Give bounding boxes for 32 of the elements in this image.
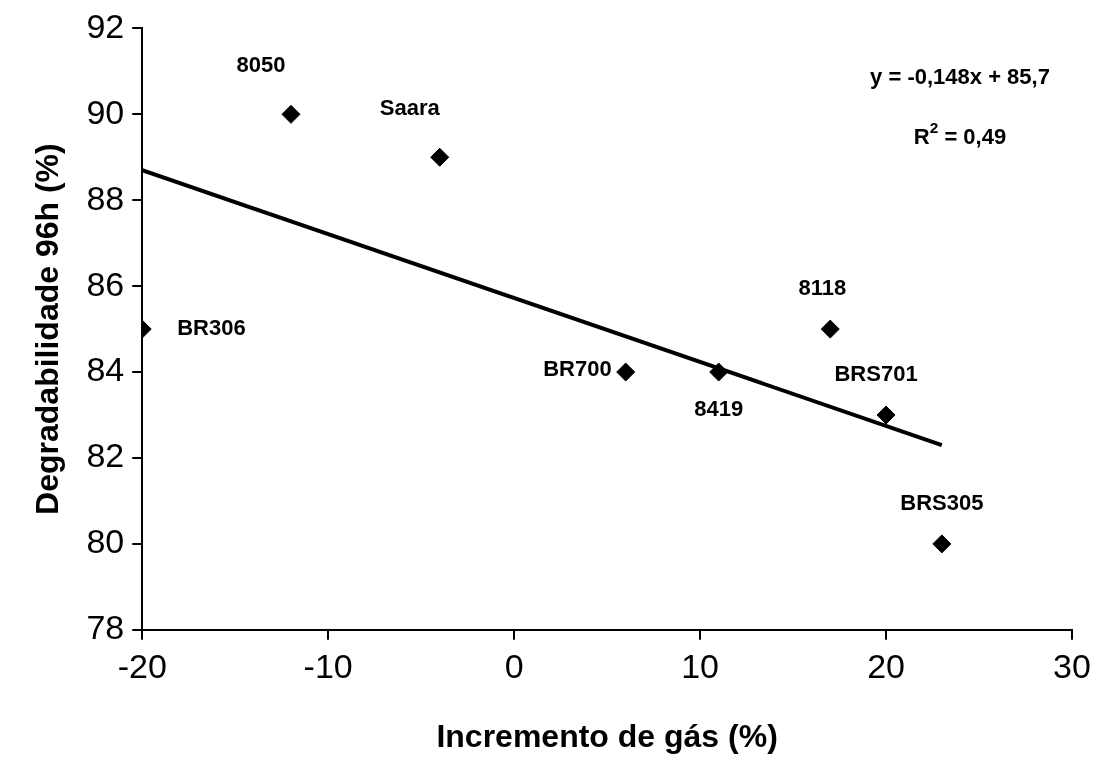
x-tick-label: 30 [1053,646,1091,685]
y-tick-label: 82 [86,436,125,475]
x-tick-label: 0 [504,646,524,685]
annotation: BR700 [543,356,612,382]
y-tick-label: 86 [86,264,125,303]
y-axis-title: Degradabilidade 96h (%) [29,143,66,515]
x-tick-label: -10 [303,646,353,685]
annotation: Saara [379,95,441,121]
y-tick-label: 92 [86,6,125,45]
point [932,534,952,554]
point [709,362,729,382]
point [430,147,450,167]
annotation: BRS701 [834,361,918,387]
annotation: 8419 [694,396,744,422]
y-tick-label: 78 [86,608,125,647]
x-axis-title: Incremento de gás (%) [436,717,778,754]
annotation: y = -0,148x + 85,7 [870,64,1050,90]
annotation: 8118 [798,275,847,301]
x-tick-label: -20 [117,646,167,685]
x-tick-label: 10 [681,646,719,685]
y-tick-label: 80 [86,522,125,561]
point [616,362,636,382]
y-tick-label: 90 [86,92,125,131]
y-tick-label: 84 [86,350,125,389]
annotation: 8050 [236,52,286,78]
annotation: BRS305 [900,489,984,515]
annotation: BR306 [177,315,246,341]
point [820,319,840,339]
point [281,104,301,124]
y-tick-label: 88 [86,178,125,217]
x-tick-label: 20 [867,646,905,685]
point [876,405,896,425]
